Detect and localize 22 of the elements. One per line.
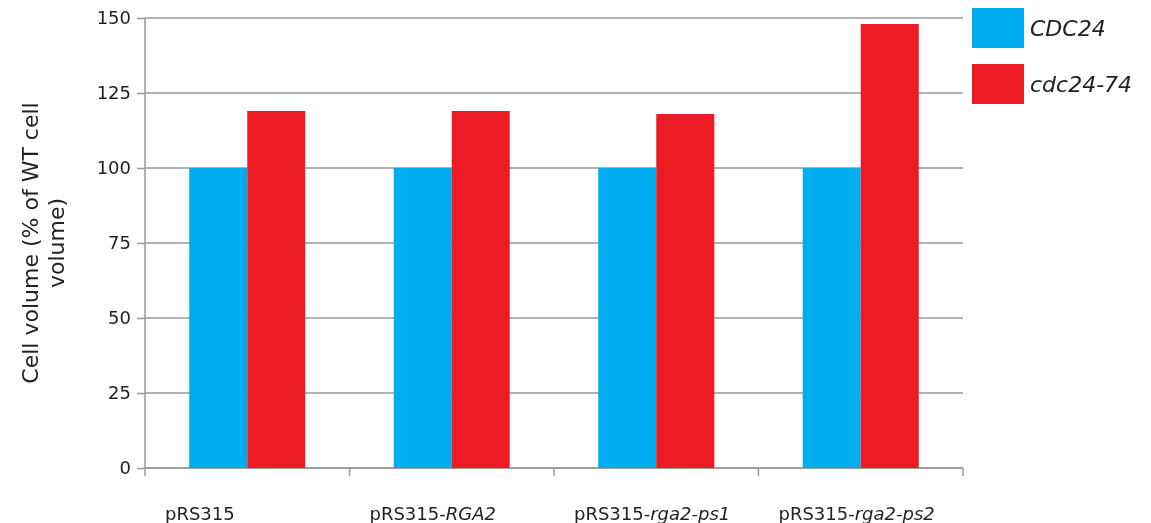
x-tick-label: pRS315-rga2-ps1 [574, 503, 731, 523]
bar [393, 168, 452, 468]
y-tick-label: 0 [119, 457, 131, 479]
x-tick-label: pRS315-rga2-ps2 [778, 503, 935, 523]
legend-label: CDC24 [1030, 16, 1106, 41]
bar [860, 24, 919, 468]
y-tick-label: 50 [108, 307, 131, 329]
bar [451, 111, 510, 468]
bar [189, 168, 248, 468]
bar [247, 111, 306, 468]
legend-label: cdc24-74 [1030, 72, 1133, 97]
bar [802, 168, 861, 468]
x-tick-label: pRS315 [165, 503, 235, 523]
bar [598, 168, 657, 468]
y-axis-title: Cell volume (% of WT cell volume) [18, 102, 69, 384]
y-tick-label: 150 [96, 7, 131, 29]
y-tick-label: 100 [96, 157, 131, 179]
y-tick-label: 125 [96, 82, 131, 104]
x-tick-label: pRS315-RGA2 [369, 503, 496, 523]
y-tick-label: 25 [108, 382, 131, 404]
bar [656, 114, 715, 468]
y-tick-label: 75 [108, 232, 131, 254]
